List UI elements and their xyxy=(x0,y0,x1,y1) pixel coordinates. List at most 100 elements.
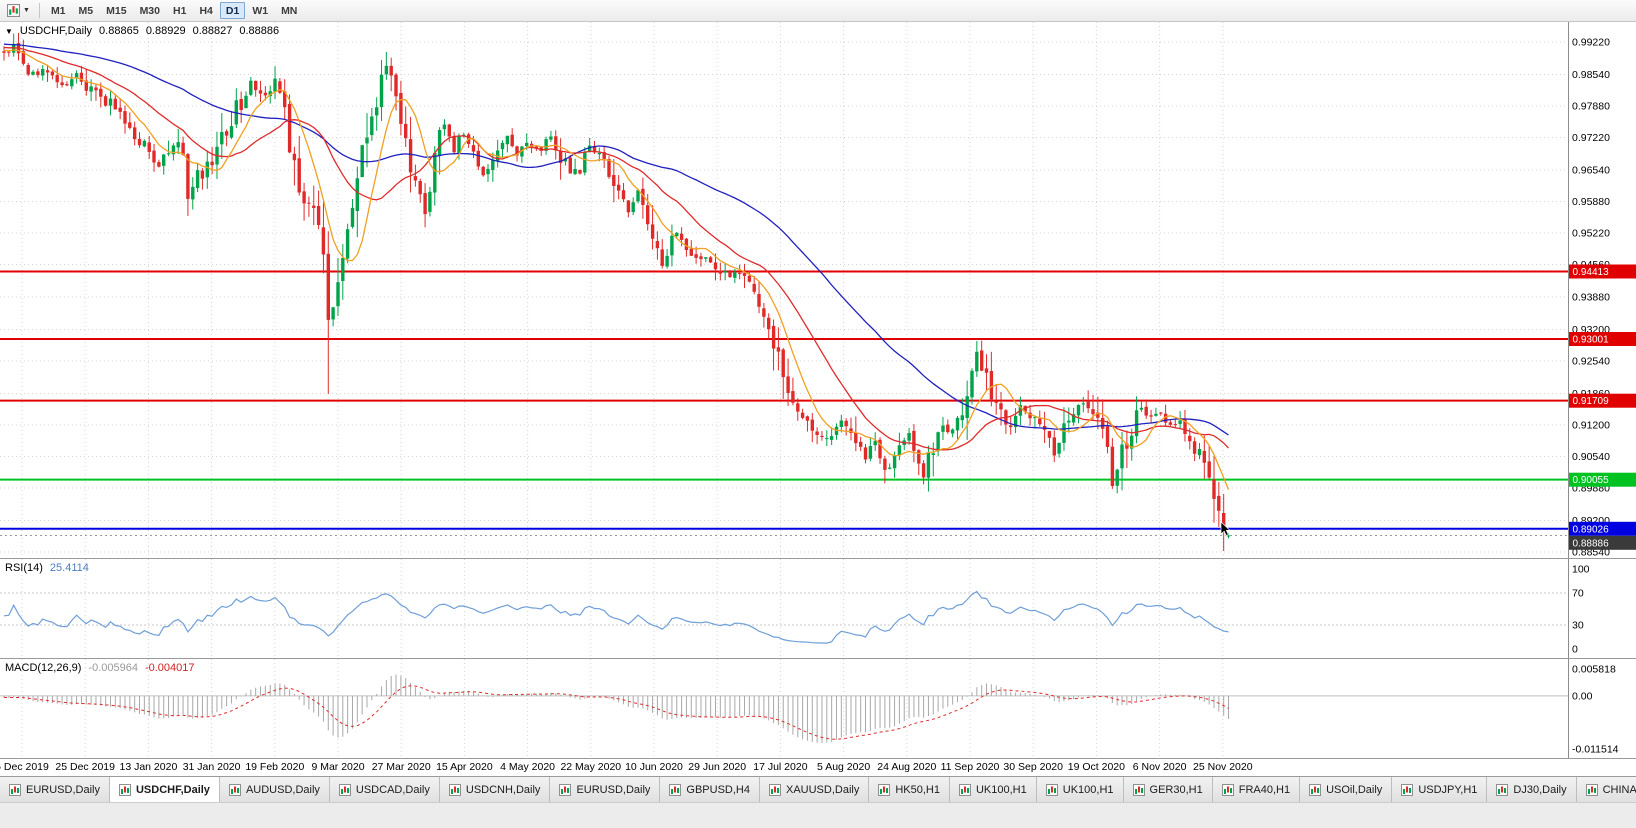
tab-label: UK100,H1 xyxy=(1062,783,1114,796)
chart-tab-eurusd-daily[interactable]: EURUSD,Daily xyxy=(0,777,110,802)
svg-text:0.93880: 0.93880 xyxy=(1572,292,1610,304)
macd-indicator-chart[interactable]: 0.005818 0.00 -0.011514 xyxy=(0,659,1636,758)
chart-tab-icon xyxy=(1496,783,1509,796)
chart-tab-icon xyxy=(1585,783,1598,796)
svg-text:0.97880: 0.97880 xyxy=(1572,101,1610,113)
collapse-subwindows-icon[interactable]: ▼ xyxy=(5,26,13,36)
tab-label: HK50,H1 xyxy=(895,783,940,796)
chart-tab-icon xyxy=(958,783,971,796)
macd-signal-line xyxy=(3,685,1229,740)
timeframe-button-m5[interactable]: M5 xyxy=(78,4,94,17)
chart-tab-usdjpy-h1[interactable]: USDJPY,H1 xyxy=(1392,777,1488,802)
svg-text:0.98540: 0.98540 xyxy=(1572,69,1610,81)
svg-text:-0.011514: -0.011514 xyxy=(1572,744,1619,756)
rsi-title: RSI(14) xyxy=(5,562,43,574)
date-label: 24 Aug 2020 xyxy=(877,761,937,773)
svg-text:0.91709: 0.91709 xyxy=(1573,396,1610,407)
chart-tab-usdcad-daily[interactable]: USDCAD,Daily xyxy=(329,777,440,802)
date-label: 19 Oct 2020 xyxy=(1067,761,1125,773)
tab-label: DJ30,Daily xyxy=(1513,783,1567,796)
chart-tab-uk100-h1[interactable]: UK100,H1 xyxy=(949,777,1037,802)
candlestick-chart[interactable]: 0.99220 0.98540 0.97880 0.97220 0.96540 0.958… xyxy=(0,22,1636,558)
tab-label: EURUSD,Daily xyxy=(26,783,100,796)
rsi-indicator-chart[interactable]: 100 70 30 0 xyxy=(0,559,1636,658)
svg-text:0.00: 0.00 xyxy=(1572,690,1593,702)
moving-average-50 xyxy=(3,43,1229,436)
chart-tab-gbpusd-h4[interactable]: GBPUSD,H4 xyxy=(660,777,760,802)
chart-tab-xauusd-daily[interactable]: XAUUSD,Daily xyxy=(759,777,870,802)
chart-tab-usdcnh-daily[interactable]: USDCNH,Daily xyxy=(439,777,551,802)
tab-label: XAUUSD,Daily xyxy=(785,783,860,796)
timeframe-button-mn[interactable]: MN xyxy=(281,4,298,17)
chart-tab-audusd-daily[interactable]: AUDUSD,Daily xyxy=(219,777,330,802)
tab-label: FRA40,H1 xyxy=(1238,783,1291,796)
macd-signal-value: -0.004017 xyxy=(144,662,195,674)
chart-tab-icon xyxy=(559,783,572,796)
chart-tab-dj30-daily[interactable]: DJ30,Daily xyxy=(1487,777,1577,802)
tab-label: USDJPY,H1 xyxy=(1418,783,1478,796)
rsi-value: 25.4114 xyxy=(49,562,89,574)
candles xyxy=(2,33,1231,551)
timeframe-button-h1[interactable]: H1 xyxy=(173,4,187,17)
date-label: 19 Feb 2020 xyxy=(245,761,305,773)
chart-tab-ger30-h1[interactable]: GER30,H1 xyxy=(1123,777,1213,802)
svg-text:0.91200: 0.91200 xyxy=(1572,420,1610,432)
date-label: 27 Mar 2020 xyxy=(371,761,431,773)
timeframe-toolbar: M1 M5 M15 M30 H1 H4 D1 W1 MN xyxy=(45,2,303,19)
timeframe-button-h4[interactable]: H4 xyxy=(199,4,213,17)
chart-type-menu-button[interactable]: ▼ xyxy=(3,2,34,20)
horizontal-level-lines[interactable] xyxy=(0,270,1568,530)
macd-histogram xyxy=(3,674,1230,743)
price-axis[interactable]: 0.99220 0.98540 0.97880 0.97220 0.96540 0.958… xyxy=(1569,37,1636,559)
svg-text:0.96540: 0.96540 xyxy=(1572,165,1610,177)
chart-tab-hk50-h1[interactable]: HK50,H1 xyxy=(869,777,950,802)
chart-tab-icon xyxy=(118,783,131,796)
chart-tab-eurusd-daily[interactable]: EURUSD,Daily xyxy=(550,777,661,802)
chart-tab-china300-h1[interactable]: CHINA300,H1 xyxy=(1576,777,1636,802)
date-label: 25 Nov 2020 xyxy=(1193,761,1253,773)
macd-main-value: -0.005964 xyxy=(88,662,138,674)
timeframe-button-w1[interactable]: W1 xyxy=(252,4,269,17)
chart-tab-usoil-daily[interactable]: USOil,Daily xyxy=(1300,777,1393,802)
tab-label: USDCNH,Daily xyxy=(465,783,541,796)
svg-text:0.90055: 0.90055 xyxy=(1573,475,1610,486)
timeframe-button-m1[interactable]: M1 xyxy=(50,4,66,17)
main-chart-panel: ▼ USDCHF,Daily 0.88865 0.88929 0.88827 0… xyxy=(0,22,1636,558)
chart-tab-usdchf-daily[interactable]: USDCHF,Daily xyxy=(109,777,220,802)
moving-average-8 xyxy=(3,49,1230,490)
svg-text:0.97220: 0.97220 xyxy=(1572,132,1610,144)
chart-tab-fra40-h1[interactable]: FRA40,H1 xyxy=(1212,777,1301,802)
chart-tab-icon xyxy=(669,783,682,796)
svg-text:0.99220: 0.99220 xyxy=(1572,37,1610,49)
date-label: 13 Jan 2020 xyxy=(119,761,178,773)
macd-panel: MACD(12,26,9) -0.005964 -0.004017 0.0058… xyxy=(0,658,1636,758)
chart-tab-uk100-h1[interactable]: UK100,H1 xyxy=(1036,777,1124,802)
macd-title: MACD(12,26,9) xyxy=(5,662,82,674)
date-label: 5 Aug 2020 xyxy=(817,761,871,773)
rsi-line xyxy=(3,590,1229,644)
chart-tab-icon xyxy=(9,783,21,796)
chart-tab-icon xyxy=(1309,783,1322,796)
chart-tab-icon xyxy=(1221,783,1234,796)
chart-tab-icon xyxy=(1401,783,1414,796)
date-label: 11 Sep 2020 xyxy=(940,761,1000,773)
ohlc-close: 0.88886 xyxy=(239,25,280,37)
tab-label: EURUSD,Daily xyxy=(576,783,651,796)
svg-text:0.89026: 0.89026 xyxy=(1573,524,1610,535)
tab-label: USDCAD,Daily xyxy=(355,783,430,796)
svg-text:0.005818: 0.005818 xyxy=(1572,664,1616,676)
chart-tab-icon xyxy=(1132,783,1145,796)
tab-label: AUDUSD,Daily xyxy=(245,783,320,796)
date-label: 6 Nov 2020 xyxy=(1132,761,1187,773)
timeframe-button-m30[interactable]: M30 xyxy=(139,4,160,17)
date-label: 15 Apr 2020 xyxy=(436,761,493,773)
timeframe-button-m15[interactable]: M15 xyxy=(106,4,127,17)
svg-text:100: 100 xyxy=(1572,564,1590,576)
time-axis[interactable]: 6 Dec 2019 25 Dec 2019 13 Jan 2020 31 Jan 2… xyxy=(0,758,1636,776)
toolbar-separator xyxy=(38,3,40,18)
date-label: 10 Jun 2020 xyxy=(625,761,683,773)
svg-text:30: 30 xyxy=(1572,620,1584,632)
timeframe-button-d1[interactable]: D1 xyxy=(219,2,246,19)
candlestick-chart-icon xyxy=(7,4,20,17)
dropdown-caret-icon: ▼ xyxy=(23,7,30,14)
